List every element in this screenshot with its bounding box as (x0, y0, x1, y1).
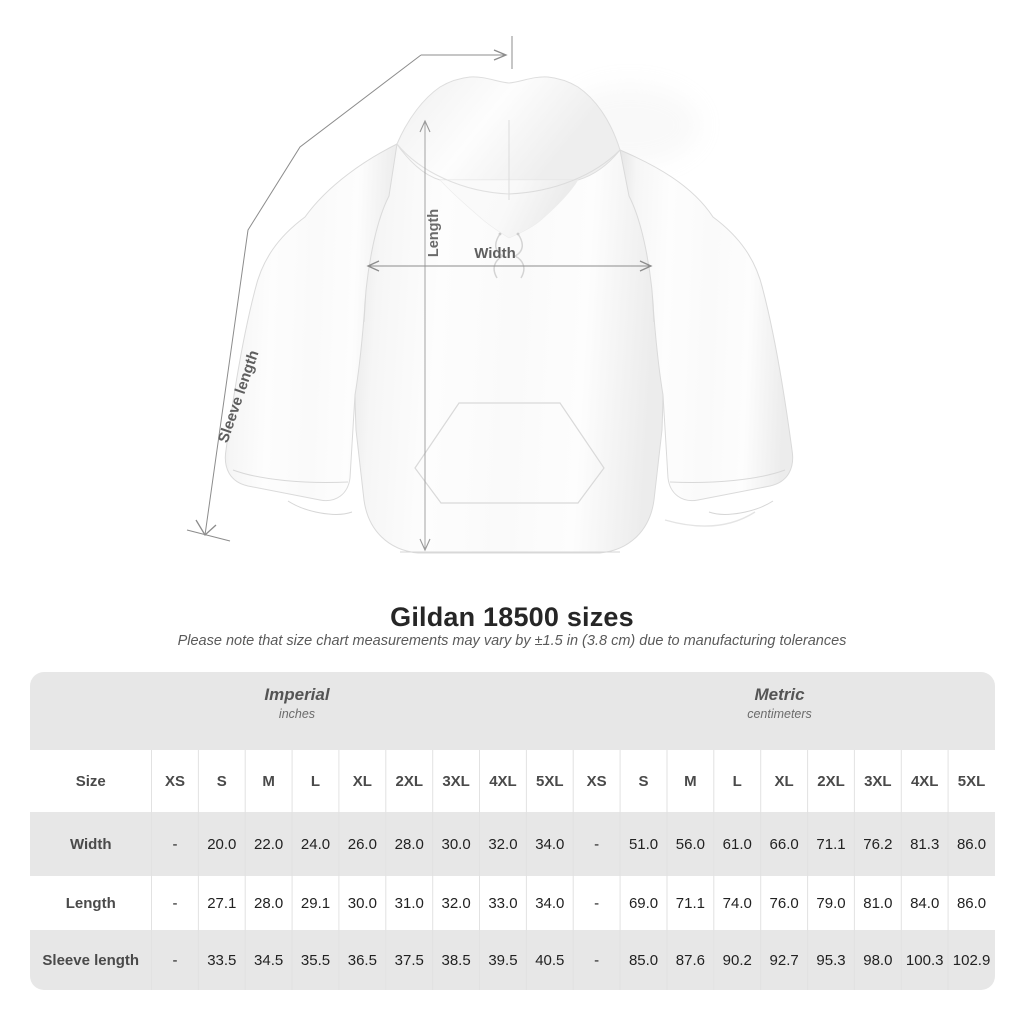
svg-text:Sleeve length: Sleeve length (215, 348, 263, 445)
svg-text:Width: Width (474, 245, 516, 262)
svg-text:Length: Length (426, 209, 442, 257)
